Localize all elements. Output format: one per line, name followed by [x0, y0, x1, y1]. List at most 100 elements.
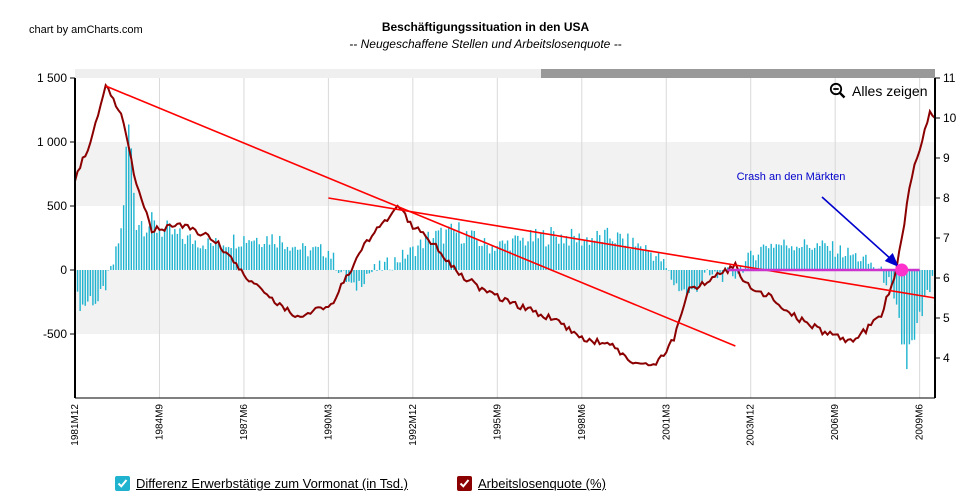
employment-bar — [330, 258, 332, 270]
employment-bar — [458, 222, 460, 270]
y-right-tick-label: 9 — [943, 151, 950, 165]
scrollbar-thumb[interactable] — [541, 69, 935, 78]
employment-bar — [890, 270, 893, 288]
employment-bar — [911, 270, 913, 341]
employment-bar — [898, 270, 900, 318]
employment-bar — [686, 270, 688, 296]
legend-item-unemployment[interactable]: Arbeitslosenquote (%) — [457, 476, 606, 491]
employment-bar — [235, 248, 237, 270]
employment-bar — [550, 227, 552, 270]
x-tick-label: 1981M12 — [70, 404, 81, 446]
employment-bar — [350, 270, 353, 283]
x-tick-label: 2001M3 — [661, 404, 672, 441]
employment-bar — [826, 245, 829, 270]
employment-bar — [814, 247, 816, 270]
employment-bar — [903, 270, 905, 345]
employment-bar — [340, 270, 342, 273]
employment-bar — [706, 269, 708, 270]
employment-bar — [360, 270, 363, 287]
employment-bar — [238, 246, 240, 270]
employment-bar — [921, 270, 923, 317]
employment-bar — [117, 243, 120, 270]
employment-bar — [852, 254, 854, 270]
employment-bar — [834, 256, 836, 270]
employment-bar — [358, 270, 360, 281]
employment-bar — [286, 246, 289, 270]
employment-bar — [581, 245, 583, 270]
legend-checkbox-employment[interactable] — [115, 476, 130, 491]
employment-bar — [197, 247, 199, 270]
unemployment-line — [74, 83, 936, 367]
chart-credit[interactable]: chart by amCharts.com — [29, 24, 143, 36]
employment-bar — [371, 270, 373, 273]
unemployment-line-path — [74, 83, 936, 367]
employment-bar — [691, 270, 693, 290]
check-icon — [459, 479, 470, 488]
employment-bar — [378, 260, 381, 270]
employment-bar — [642, 250, 644, 270]
employment-bar — [501, 240, 504, 270]
employment-bar — [504, 243, 506, 270]
employment-bar — [476, 240, 478, 270]
employment-bar — [94, 270, 97, 304]
employment-bar — [102, 270, 104, 286]
trend-line — [105, 85, 736, 347]
employment-bar — [491, 246, 493, 270]
employment-bar — [450, 223, 452, 270]
employment-bar — [304, 245, 307, 270]
employment-bar — [337, 270, 340, 273]
employment-bar — [486, 244, 488, 270]
employment-bar — [558, 243, 560, 270]
scrollbar-track[interactable] — [75, 69, 935, 78]
employment-bar — [291, 247, 294, 270]
employment-bar — [522, 237, 524, 270]
employment-bar — [509, 250, 511, 270]
employment-bar — [586, 237, 588, 270]
employment-bar — [440, 227, 442, 270]
employment-bar — [110, 266, 112, 270]
employment-bar — [683, 270, 685, 290]
employment-bar — [79, 270, 81, 312]
employment-bar — [148, 226, 150, 270]
employment-bar — [199, 248, 202, 270]
employment-bar — [688, 270, 690, 294]
employment-bar — [217, 243, 220, 270]
legend-item-employment[interactable]: Differenz Erwerbstätige zum Vormonat (in… — [115, 476, 408, 491]
employment-bar — [801, 246, 803, 270]
x-tick-label: 2006M9 — [830, 404, 841, 441]
employment-bar — [627, 233, 629, 270]
employment-bar — [757, 254, 760, 270]
employment-bar — [320, 244, 322, 270]
employment-bar — [519, 240, 522, 270]
employment-bar — [430, 243, 432, 270]
employment-bar — [563, 243, 565, 270]
employment-bar — [363, 270, 365, 285]
legend-checkbox-unemployment[interactable] — [457, 476, 472, 491]
zoom-out-icon — [829, 82, 846, 99]
employment-bar — [107, 270, 109, 271]
employment-bar — [499, 241, 501, 270]
zoom-reset-button[interactable]: Alles zeigen — [829, 82, 928, 99]
employment-bar — [348, 270, 350, 282]
employment-bar — [174, 229, 176, 270]
employment-bar — [232, 234, 235, 270]
employment-bar — [353, 270, 355, 283]
employment-bar — [151, 212, 153, 270]
y-left-tick-label: 1 000 — [37, 135, 67, 149]
employment-bar — [427, 231, 429, 270]
employment-bar — [803, 239, 806, 270]
employment-bar — [785, 245, 788, 270]
employment-bar — [207, 238, 209, 270]
employment-bar — [616, 232, 619, 270]
employment-bar — [750, 250, 752, 270]
employment-bar — [668, 270, 670, 271]
employment-bar — [325, 257, 327, 270]
employment-bar — [931, 270, 934, 276]
employment-bar — [243, 236, 245, 270]
employment-bar — [808, 247, 811, 270]
employment-bar — [555, 236, 557, 270]
employment-bar — [212, 245, 214, 270]
employment-bar — [169, 223, 171, 270]
employment-bar — [171, 234, 173, 270]
employment-bar — [138, 224, 140, 270]
